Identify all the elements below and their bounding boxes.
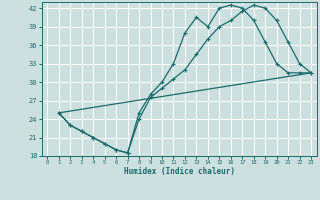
X-axis label: Humidex (Indice chaleur): Humidex (Indice chaleur) [124, 167, 235, 176]
